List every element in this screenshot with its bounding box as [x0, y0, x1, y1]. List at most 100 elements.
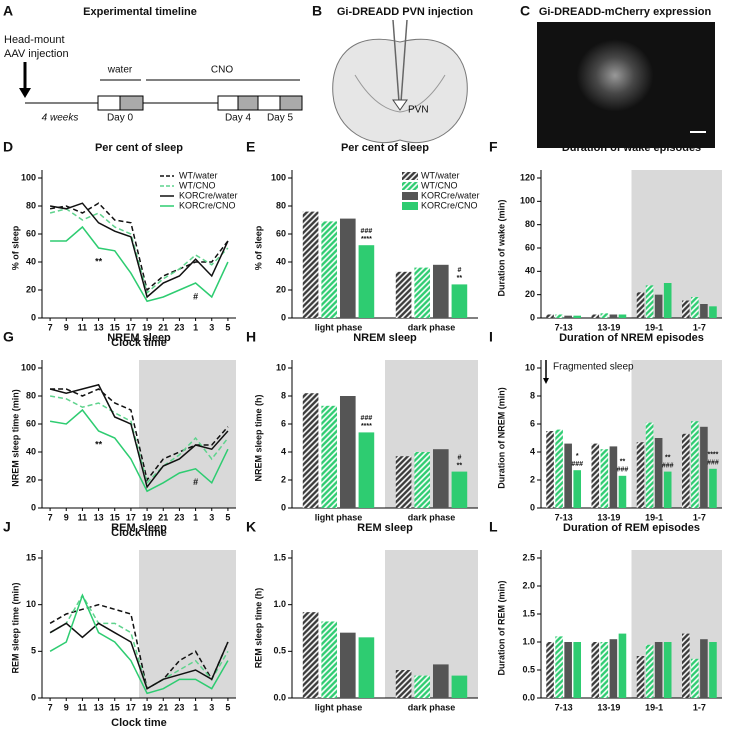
bar [321, 405, 338, 508]
x-tick-label: 13-19 [597, 322, 620, 332]
y-tick-label: 60 [26, 228, 36, 238]
significance: ### [571, 461, 583, 468]
dark-phase-shading [631, 360, 722, 508]
y-tick-label: 4 [530, 446, 535, 456]
y-tick-label: 20 [276, 284, 286, 294]
x-tick-label: 15 [110, 512, 120, 522]
x-tick-label: 13 [94, 702, 104, 712]
y-tick-label: 0 [31, 312, 36, 322]
y-tick-label: 60 [525, 242, 535, 252]
arrow-head [19, 88, 31, 98]
x-tick-label: 9 [64, 512, 69, 522]
significance: * [576, 453, 579, 460]
significance: ### [707, 460, 719, 467]
bar [645, 422, 654, 508]
bar [681, 433, 690, 508]
panel-letter: F [489, 139, 498, 155]
x-tick-label: 17 [126, 512, 136, 522]
x-tick-label: light phase [315, 322, 363, 332]
chart-title: REM sleep [111, 522, 167, 534]
y-tick-label: 0 [530, 312, 535, 322]
x-tick-label: 7-13 [555, 322, 573, 332]
bar [339, 218, 356, 318]
bar [591, 642, 600, 698]
panel-title: Gi-DREADD PVN injection [337, 6, 474, 18]
chart-title: Duration of wake episodes [562, 142, 701, 154]
brain-structure [354, 74, 446, 113]
bar [555, 314, 563, 318]
y-tick-label: 40 [276, 256, 286, 266]
y-tick-label: 0.0 [273, 692, 286, 702]
x-tick-label: light phase [315, 512, 363, 522]
bar [414, 675, 431, 698]
bar [691, 421, 699, 508]
significance: # [193, 291, 198, 301]
y-tick-label: 0 [281, 502, 286, 512]
bar [654, 438, 663, 508]
significance: **** [707, 452, 718, 459]
y-tick-label: 40 [525, 266, 535, 276]
dark-phase-shading [139, 550, 236, 698]
bar [636, 292, 645, 318]
y-tick-label: 2.5 [522, 552, 535, 562]
significance: ### [617, 467, 629, 474]
chart-title: Duration of REM episodes [563, 522, 700, 534]
significance: # [457, 267, 461, 274]
panel-letter: C [520, 3, 530, 19]
bar [339, 396, 356, 508]
legend-swatch [402, 182, 418, 190]
bar [302, 393, 319, 508]
injection-needle [392, 19, 400, 103]
x-tick-label: 1 [193, 322, 198, 332]
injection-label: Head-mount [4, 34, 65, 46]
significance: ** [95, 256, 103, 266]
significance: **** [361, 236, 372, 243]
y-tick-label: 20 [525, 289, 535, 299]
bar [591, 314, 600, 318]
y-tick-label: 10 [276, 362, 286, 372]
x-tick-label: 17 [126, 322, 136, 332]
night-box [237, 95, 259, 111]
x-tick-label: 1 [193, 512, 198, 522]
x-tick-label: 1 [193, 702, 198, 712]
pvn-region [392, 99, 408, 111]
chart-title: REM sleep [357, 522, 413, 534]
x-tick-label: 21 [158, 322, 168, 332]
panel-letter: L [489, 519, 498, 535]
legend-swatch [402, 202, 418, 210]
x-tick-label: 17 [126, 702, 136, 712]
bar [546, 314, 554, 318]
y-axis-label: NREM sleep time (min) [10, 389, 20, 487]
legend-swatch [402, 192, 418, 200]
bar [321, 621, 338, 698]
y-tick-label: 5 [31, 646, 36, 656]
x-tick-label: 11 [78, 702, 88, 712]
panel-letter: D [3, 139, 13, 155]
significance: ** [95, 439, 103, 449]
bar [654, 642, 663, 698]
x-tick-label: dark phase [408, 702, 456, 712]
bar [555, 636, 563, 698]
x-tick-label: 7 [48, 322, 53, 332]
chart-title: NREM sleep [107, 332, 171, 344]
y-tick-label: 10 [26, 599, 36, 609]
night-box [279, 95, 303, 111]
y-tick-label: 0 [281, 312, 286, 322]
panel-letter: J [3, 519, 11, 535]
bar [663, 283, 672, 318]
y-tick-label: 60 [26, 418, 36, 428]
bar [573, 642, 582, 698]
y-axis-label: Duration of wake (min) [496, 199, 506, 296]
x-tick-label: 5 [225, 322, 230, 332]
x-tick-label: 5 [225, 702, 230, 712]
bar [564, 315, 572, 318]
bar [451, 471, 468, 508]
dark-phase-shading [631, 170, 722, 318]
bar [555, 429, 563, 508]
panel-title: Gi-DREADD-mCherry expression [539, 6, 712, 18]
series-line [49, 593, 229, 690]
bar [709, 306, 717, 318]
y-tick-label: 0 [530, 502, 535, 512]
y-axis-label: REM sleep time (min) [10, 582, 20, 673]
